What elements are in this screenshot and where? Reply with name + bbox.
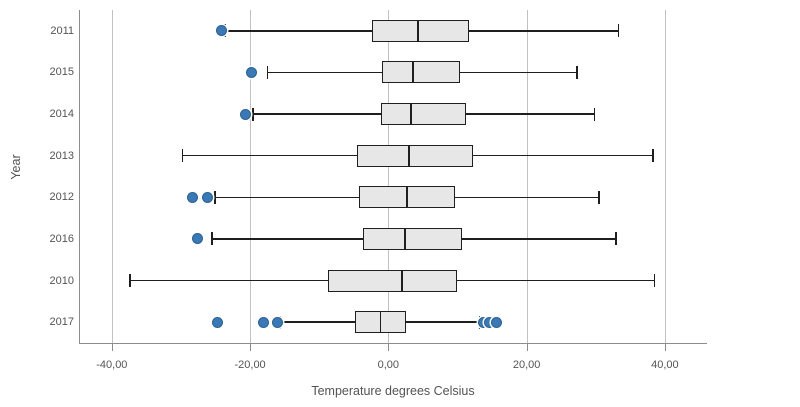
whisker-cap [252, 107, 254, 121]
y-category-label[interactable]: 2017 [49, 316, 74, 329]
box[interactable] [357, 144, 474, 167]
outlier-dot[interactable] [192, 233, 204, 245]
y-category-label[interactable]: 2010 [49, 274, 74, 287]
median-line [417, 19, 419, 42]
x-gridline [111, 10, 113, 343]
box[interactable] [327, 269, 458, 292]
whisker-cap [598, 190, 600, 204]
x-gridline [388, 10, 390, 343]
outlier-dot[interactable] [187, 191, 199, 203]
x-tick-label: -40,00 [96, 359, 128, 371]
x-tick-mark [664, 343, 666, 351]
y-category-label[interactable]: 2011 [50, 24, 74, 37]
y-axis-title: Year [9, 154, 23, 180]
whisker-cap [181, 149, 184, 163]
median-line [408, 144, 410, 167]
median-line [412, 61, 414, 84]
y-category-label[interactable]: 2015 [49, 66, 74, 79]
median-line [404, 227, 406, 250]
median-line [410, 103, 412, 126]
x-axis-line [79, 343, 707, 344]
whisker-cap [576, 65, 578, 79]
outlier-dot[interactable] [491, 316, 503, 328]
box[interactable] [362, 227, 463, 250]
whisker-cap [211, 232, 213, 246]
whisker-cap [593, 107, 596, 121]
x-axis-title: Temperature degrees Celsius [311, 384, 475, 398]
median-line [401, 269, 403, 292]
whisker-cap [266, 65, 269, 79]
outlier-dot[interactable] [258, 316, 270, 328]
x-tick-label: 0,00 [377, 359, 400, 371]
box[interactable] [371, 19, 470, 42]
x-tick-label: 40,00 [651, 359, 679, 371]
x-gridline [250, 10, 252, 343]
median-line [379, 311, 382, 334]
outlier-dot[interactable] [202, 191, 214, 203]
whisker-cap [214, 190, 216, 204]
x-tick-mark [388, 343, 390, 351]
x-tick-mark [526, 343, 528, 351]
x-gridline [526, 10, 528, 343]
outlier-dot[interactable] [240, 108, 252, 120]
whisker-cap [652, 149, 654, 163]
whisker-cap [129, 274, 131, 288]
box[interactable] [380, 103, 466, 126]
y-category-label[interactable]: 2014 [49, 108, 74, 121]
whisker-cap [653, 274, 656, 288]
x-tick-label: -20,00 [234, 359, 266, 371]
outlier-dot[interactable] [271, 316, 283, 328]
outlier-dot[interactable] [216, 25, 228, 37]
x-gridline [664, 10, 666, 343]
box[interactable] [382, 61, 460, 84]
y-axis-line [79, 10, 80, 343]
y-category-label[interactable]: 2012 [49, 191, 74, 204]
outlier-dot[interactable] [212, 316, 224, 328]
y-category-label[interactable]: 2016 [49, 232, 74, 245]
x-tick-mark [111, 343, 113, 351]
outlier-dot[interactable] [245, 66, 257, 78]
median-line [406, 186, 408, 209]
x-tick-label: 20,00 [512, 359, 541, 371]
whisker-cap [615, 232, 617, 246]
x-tick-mark [250, 343, 252, 351]
y-category-label[interactable]: 2013 [49, 149, 74, 162]
whisker-cap [617, 24, 620, 38]
